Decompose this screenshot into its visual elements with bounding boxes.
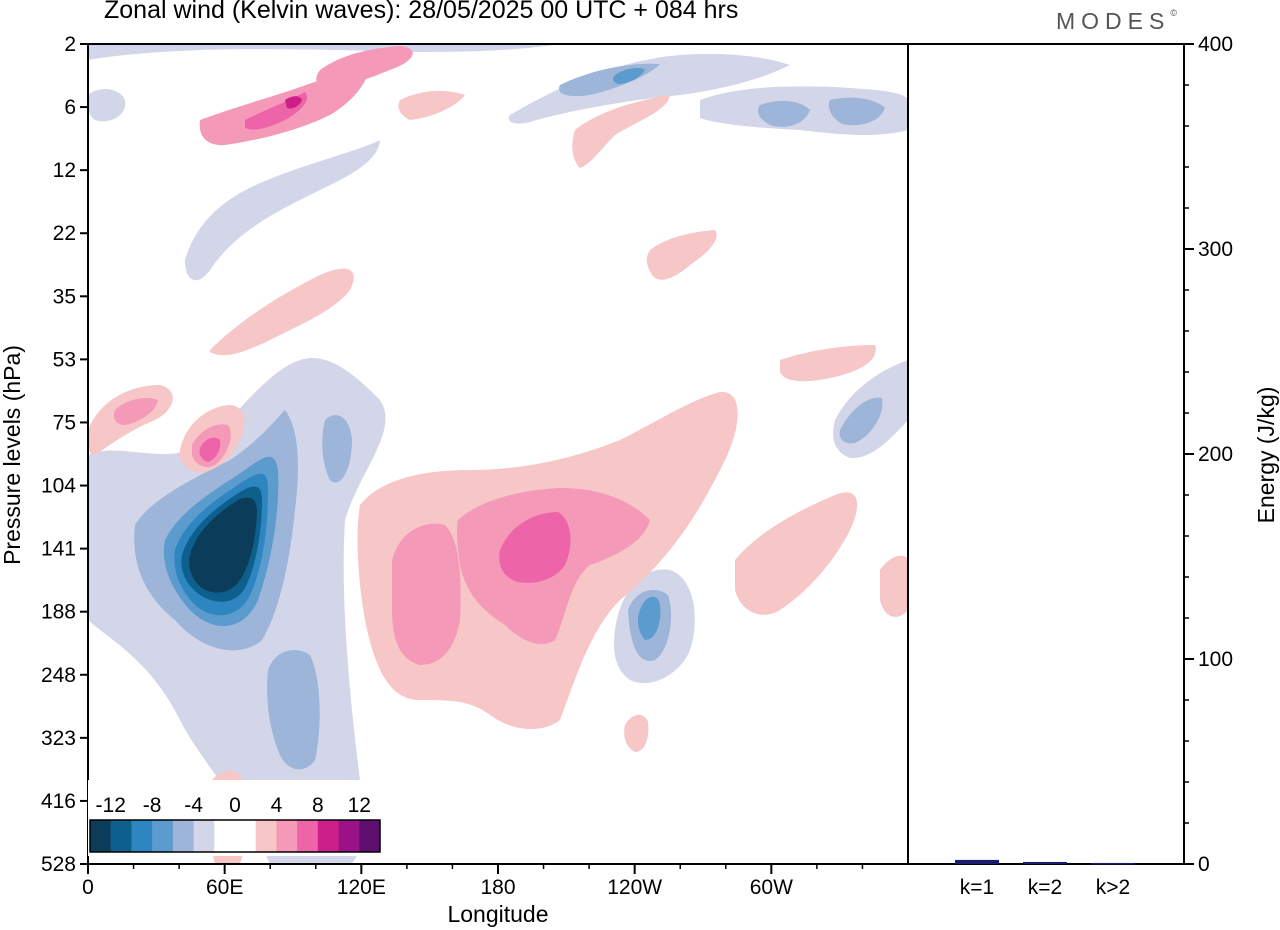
contour-neg-2e — [839, 397, 883, 444]
contour-neg-6 — [189, 497, 257, 593]
x-tick-label: 120W — [607, 876, 662, 899]
y-tick-label: 188 — [41, 601, 76, 624]
colorbar-label: -12 — [96, 794, 126, 817]
x-tick-label: 0 — [82, 876, 94, 899]
contour-pos-1k — [398, 90, 465, 120]
energy-tick-label: 200 — [1198, 443, 1233, 466]
y-tick-label: 528 — [41, 853, 76, 876]
contour-pos-2d — [113, 398, 158, 425]
energy-bar — [955, 859, 999, 864]
modes-logo: MODES© — [1056, 8, 1177, 35]
y-tick-label: 104 — [41, 475, 76, 498]
contour-neg-1g — [88, 44, 560, 60]
energy-tick-label: 300 — [1198, 238, 1233, 261]
x-tick-label: 60W — [750, 876, 793, 899]
contour-pos-3 — [499, 512, 571, 583]
contour-pos-1b — [735, 492, 858, 615]
contour-pos-1j — [572, 95, 670, 168]
colorbar-swatch — [235, 820, 257, 852]
contour-pos-1f — [646, 230, 717, 280]
colorbar-label: 4 — [271, 794, 283, 817]
energy-bar-label: k=1 — [960, 876, 994, 899]
y-tick-label: 22 — [53, 222, 76, 245]
colorbar-swatch — [317, 820, 340, 852]
colorbar-label: 12 — [348, 794, 371, 817]
contour-neg-1b — [185, 140, 380, 281]
contour-pos-4 — [285, 96, 302, 109]
x-axis-title: Longitude — [447, 901, 548, 927]
y-axis-title: Pressure levels (hPa) — [0, 345, 25, 565]
colorbar-swatch — [152, 820, 174, 852]
colorbar-swatch — [276, 820, 298, 852]
colorbar-label: 0 — [229, 794, 241, 817]
colorbar-swatch — [359, 820, 381, 852]
contour-neg-3c — [613, 67, 645, 84]
y-axis: 2 6 12 22 35 53 75 104 141 188 248 323 416 528 — [41, 33, 88, 876]
contour-neg-2b — [267, 650, 320, 770]
contour-neg-1c — [508, 53, 790, 124]
colorbar-label: 8 — [312, 794, 324, 817]
contour-neg-1h — [88, 89, 126, 122]
contour-neg-2h — [828, 97, 885, 126]
colorbar-border — [89, 819, 381, 853]
colorbar-swatch — [214, 820, 236, 852]
energy-frame — [907, 43, 1185, 865]
colorbar-swatch — [172, 820, 195, 852]
energy-bars — [955, 859, 1135, 865]
x-axis: 0 60E 120E 180 120W 60W — [82, 864, 864, 899]
colorbar-swatch — [110, 820, 132, 852]
easterly-contours-6 — [189, 497, 257, 593]
colorbar-swatch — [338, 820, 360, 852]
contour-pos-1i — [624, 714, 649, 752]
colorbar-swatch — [193, 820, 215, 852]
energy-bar-label: k>2 — [1096, 876, 1130, 899]
logo-text: MODES — [1056, 8, 1171, 34]
contour-pos-1h — [880, 555, 908, 617]
colorbar-swatch — [131, 820, 153, 852]
y-tick-label: 323 — [41, 727, 76, 750]
contour-pos-1e — [210, 268, 354, 356]
contour-field — [88, 44, 908, 864]
y-tick-label: 53 — [53, 348, 76, 371]
contour-pos-2f — [316, 46, 413, 90]
y-tick-label: 416 — [41, 790, 76, 813]
contour-pos-2 — [392, 523, 461, 665]
energy-bar-labels: k=1 k=2 k>2 — [960, 876, 1130, 899]
energy-bar — [1091, 862, 1135, 865]
energy-axis: 0 100 200 300 400 — [1184, 33, 1233, 876]
colorbar-label: -8 — [143, 794, 162, 817]
chart-title: Zonal wind (Kelvin waves): 28/05/2025 00… — [104, 0, 739, 24]
energy-tick-label: 400 — [1198, 33, 1233, 56]
x-tick-label: 180 — [480, 876, 515, 899]
y-tick-label: 12 — [53, 159, 76, 182]
y-tick-label: 248 — [41, 664, 76, 687]
energy-tick-label: 100 — [1198, 648, 1233, 671]
x-tick-label: 60E — [206, 876, 243, 899]
contour-pos-1g — [780, 345, 876, 382]
logo-mark: © — [1170, 8, 1177, 18]
contour-neg-2c — [322, 415, 352, 483]
energy-tick-label: 0 — [1198, 853, 1210, 876]
colorbar-swatch — [90, 820, 112, 852]
y-tick-label: 2 — [64, 33, 76, 56]
x-tick-label: 120E — [337, 876, 386, 899]
y-tick-label: 6 — [64, 96, 76, 119]
colorbar-label: -4 — [184, 794, 203, 817]
colorbar-swatch — [297, 820, 319, 852]
energy-axis-title: Energy (J/kg) — [1253, 387, 1279, 524]
energy-bar — [1023, 861, 1067, 864]
colorbar-swatch — [255, 820, 277, 852]
colorbar-labels: -12 -8 -4 0 4 8 12 — [96, 794, 371, 817]
colorbar — [88, 780, 384, 856]
westerly-contours-4 — [285, 96, 302, 109]
energy-bar-label: k=2 — [1028, 876, 1062, 899]
y-tick-label: 75 — [53, 411, 76, 434]
contour-neg-2g — [758, 100, 810, 127]
y-tick-label: 141 — [41, 538, 76, 561]
y-tick-label: 35 — [53, 285, 76, 308]
contour-pos-3b — [199, 437, 221, 462]
contour-neg-3b — [637, 596, 661, 640]
